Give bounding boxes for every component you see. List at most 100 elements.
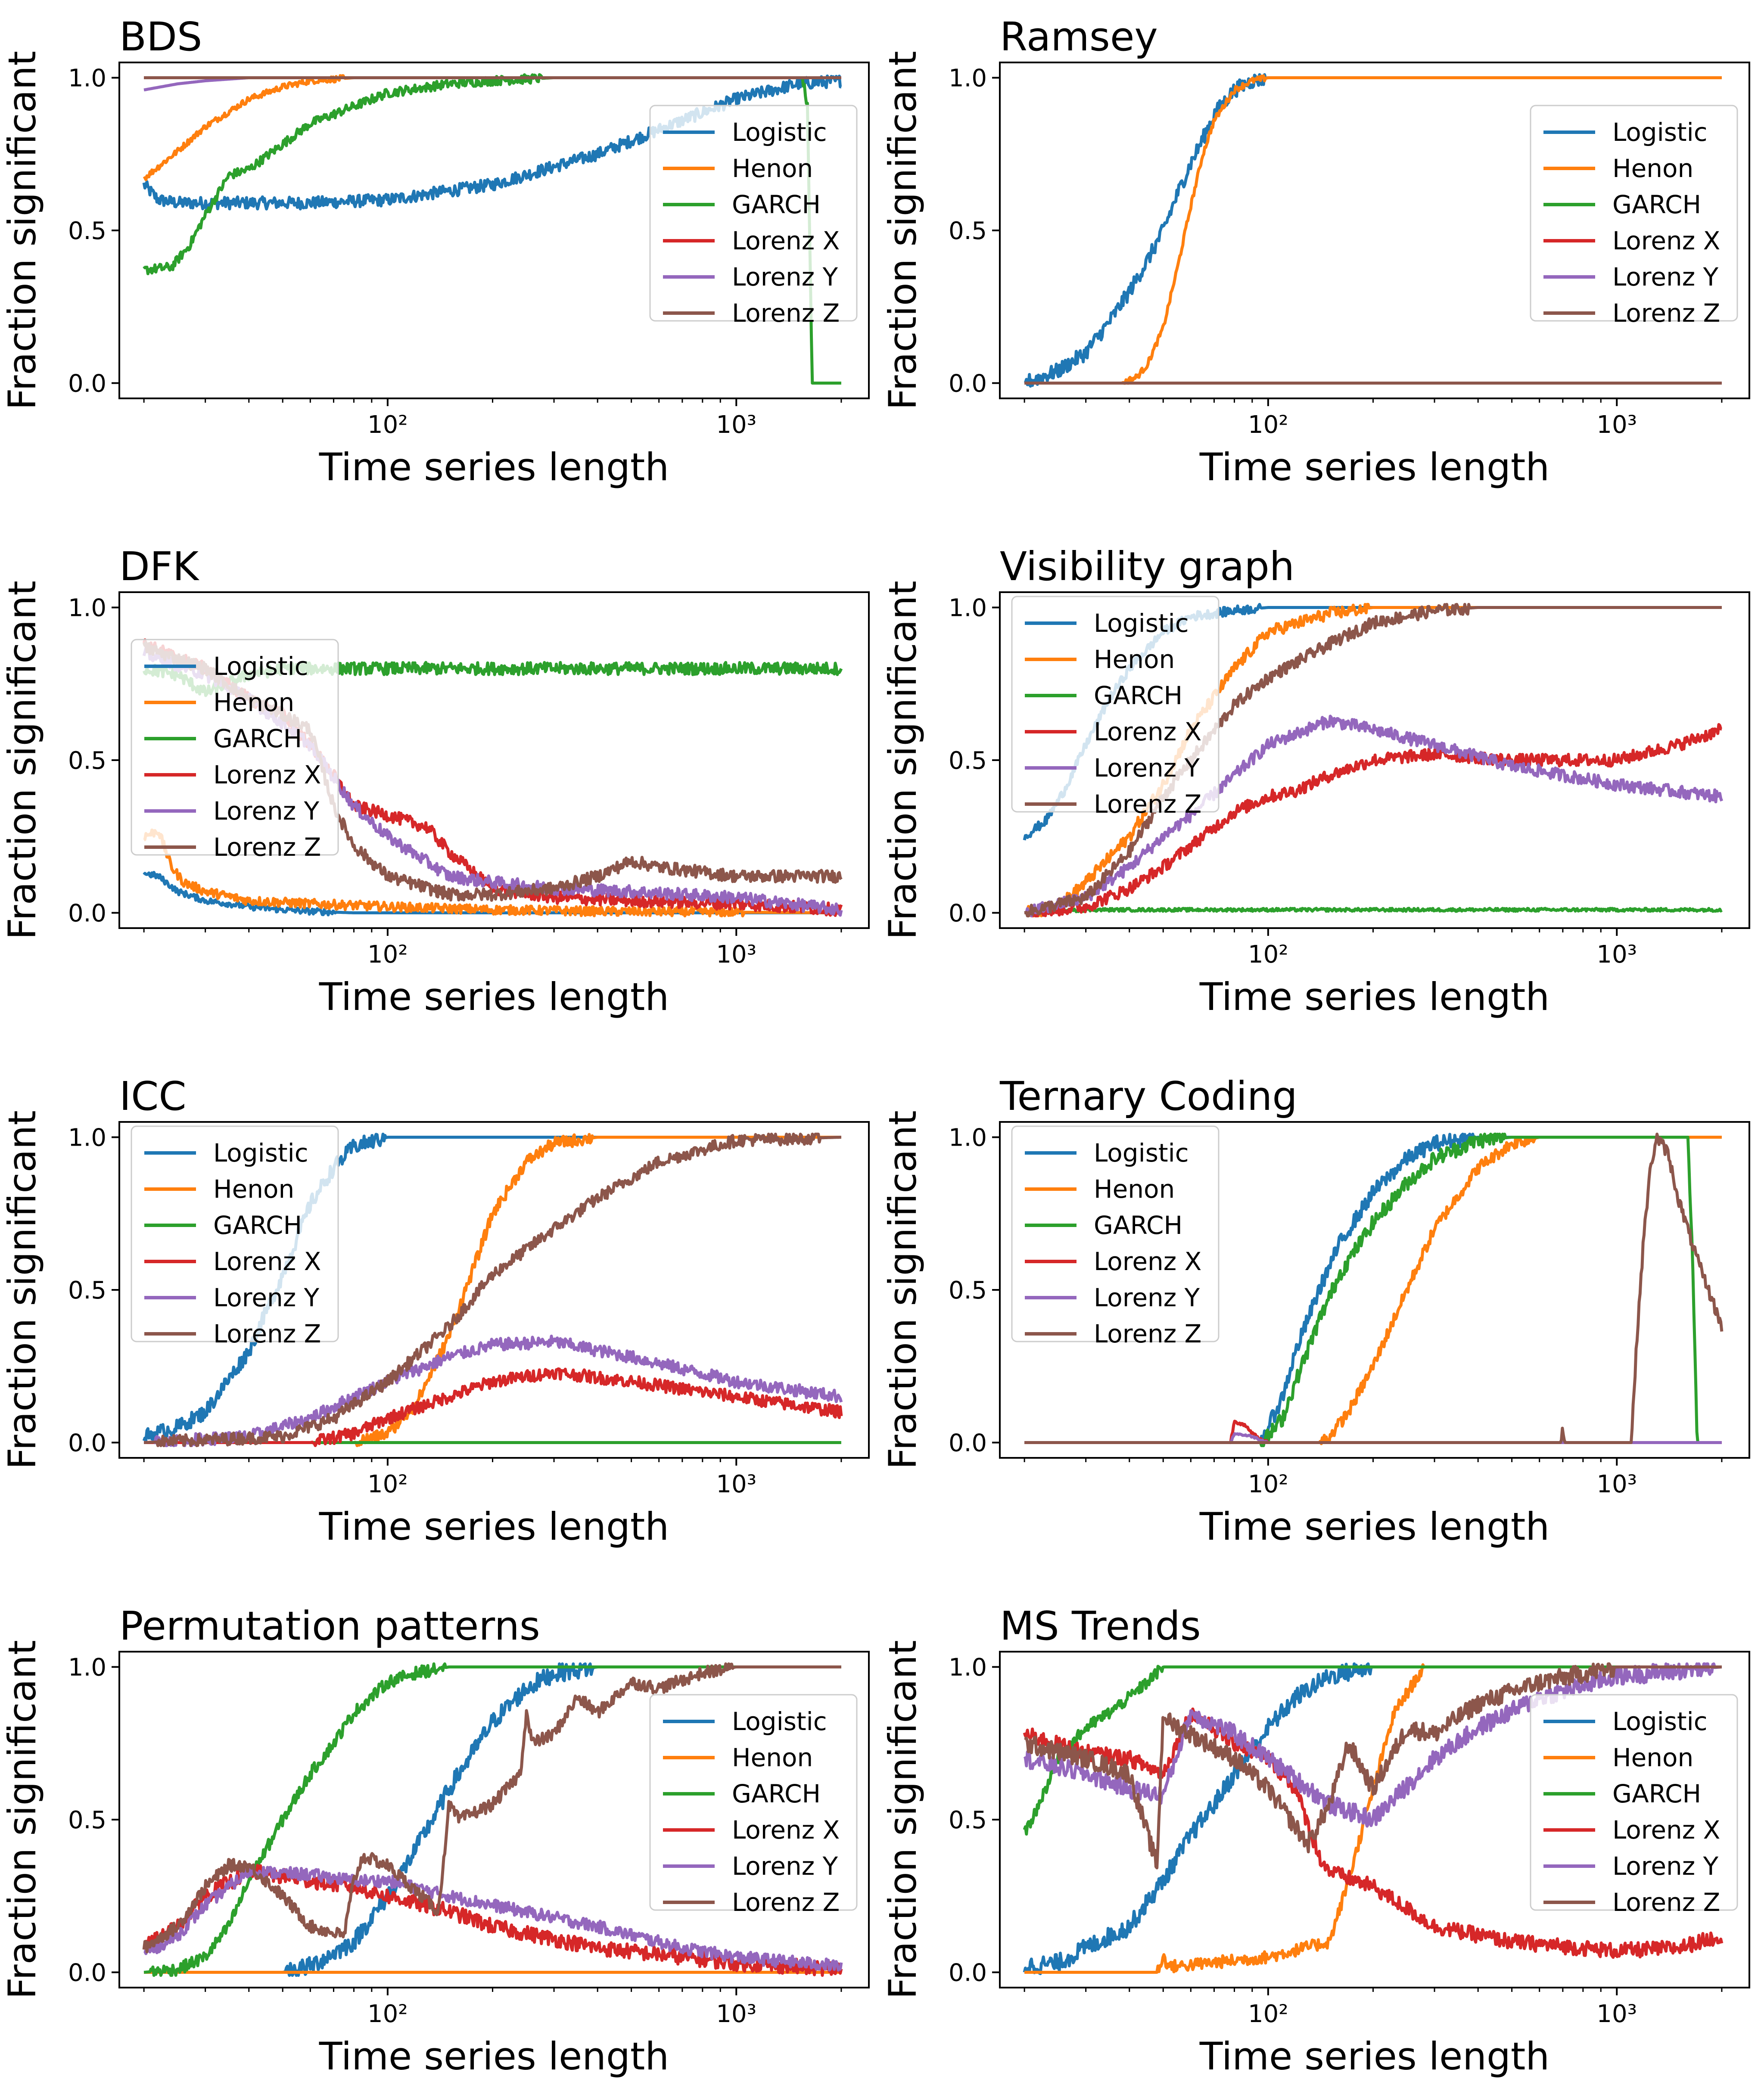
y-axis-label: Fraction significant [0, 1640, 44, 1999]
y-tick-label: 1.0 [68, 1653, 106, 1681]
legend-label-lorenz-x: Lorenz X [1094, 717, 1201, 746]
series-line-lorenz-z [1024, 603, 1723, 918]
x-tick-label: 10² [1248, 1470, 1288, 1498]
series-line-lorenz-z [1024, 1662, 1723, 1870]
series-line-lorenz-x [1024, 723, 1723, 918]
legend: Logistic Henon GARCH Lorenz X Lorenz Y Lorenz… [649, 105, 858, 328]
legend-box [131, 639, 339, 856]
x-axis-label: Time series length [1199, 1504, 1549, 1549]
panel-visibility-graph: Visibility graph 0.0 0.5 1.0 10² 10³ Time seri… [880, 544, 1750, 1019]
legend-label-lorenz-z: Lorenz Z [213, 833, 321, 862]
y-axis-label: Fraction significant [880, 51, 925, 410]
legend-label-lorenz-z: Lorenz Z [732, 1888, 840, 1917]
series-line-lorenz-z [143, 1132, 842, 1448]
legend-label-lorenz-x: Lorenz X [1094, 1247, 1201, 1276]
legend: Logistic Henon GARCH Lorenz X Lorenz Y Lorenz… [1011, 1125, 1220, 1348]
series-group [142, 1662, 843, 1977]
legend-label-lorenz-z: Lorenz Z [1094, 1319, 1201, 1348]
y-tick-label: 0.0 [68, 1959, 106, 1987]
legend-label-logistic: Logistic [732, 118, 827, 147]
legend: Logistic Henon GARCH Lorenz X Lorenz Y Lorenz… [1011, 596, 1220, 819]
legend: Logistic Henon GARCH Lorenz X Lorenz Y Lorenz… [131, 1125, 339, 1348]
y-tick-label: 0.0 [68, 900, 106, 928]
legend-box [1530, 105, 1738, 322]
legend-label-henon: Henon [213, 1174, 294, 1204]
panel-title: DFK [119, 544, 200, 590]
legend-label-lorenz-y: Lorenz Y [732, 262, 838, 292]
x-tick-label: 10² [367, 941, 408, 969]
x-tick-label: 10² [1248, 411, 1288, 439]
series-line-lorenz-y [143, 1334, 843, 1448]
series-line-lorenz-x [1023, 1707, 1724, 1959]
legend-label-lorenz-x: Lorenz X [1612, 226, 1720, 255]
legend-label-lorenz-x: Lorenz X [1612, 1815, 1720, 1845]
x-axis-label: Time series length [1199, 2034, 1549, 2078]
x-tick-label: 10² [367, 1470, 408, 1498]
legend-label-lorenz-y: Lorenz Y [1094, 1283, 1200, 1312]
legend-label-logistic: Logistic [213, 1138, 308, 1168]
legend-label-lorenz-z: Lorenz Z [1094, 789, 1201, 819]
panel-title: Ramsey [1000, 14, 1158, 60]
legend-label-garch: GARCH [213, 1211, 302, 1240]
panel-title: Permutation patterns [119, 1603, 540, 1649]
panel-bds: BDS 0.0 0.5 1.0 10² 10³ Time series length Frac… [0, 14, 870, 489]
x-tick-label: 10³ [716, 1470, 756, 1498]
y-tick-label: 1.0 [68, 594, 106, 622]
legend-label-henon: Henon [732, 1743, 813, 1772]
legend: Logistic Henon GARCH Lorenz X Lorenz Y Lorenz… [649, 1694, 858, 1917]
x-axis-label: Time series length [1199, 975, 1549, 1019]
legend-label-lorenz-z: Lorenz Z [213, 1319, 321, 1348]
y-tick-label: 0.5 [68, 1277, 106, 1305]
panel-title: BDS [119, 14, 202, 60]
legend-label-logistic: Logistic [213, 652, 308, 681]
legend-label-lorenz-x: Lorenz X [732, 1815, 840, 1845]
series-line-henon [143, 828, 842, 918]
x-axis-label: Time series length [319, 975, 669, 1019]
y-tick-label: 0.5 [68, 1806, 106, 1834]
series-line-lorenz-z [142, 1662, 842, 1954]
panel-ternary-coding: Ternary Coding 0.0 0.5 1.0 10² 10³ Time series… [880, 1073, 1750, 1549]
legend-label-lorenz-y: Lorenz Y [213, 1283, 320, 1312]
legend-label-garch: GARCH [1094, 681, 1182, 710]
y-tick-label: 0.5 [949, 1277, 987, 1305]
y-axis-label: Fraction significant [0, 1110, 44, 1469]
legend-label-logistic: Logistic [1094, 1138, 1189, 1168]
legend-label-garch: GARCH [732, 1779, 821, 1808]
legend-label-henon: Henon [1094, 1174, 1175, 1204]
legend-label-garch: GARCH [732, 190, 821, 219]
panel-dfk: DFK 0.0 0.5 1.0 10² 10³ Time series length Frac… [0, 544, 870, 1019]
y-tick-label: 0.0 [949, 370, 987, 398]
y-axis-label: Fraction significant [880, 1110, 925, 1469]
panel-title: Ternary Coding [999, 1073, 1297, 1119]
legend-label-garch: GARCH [213, 724, 302, 753]
legend-label-logistic: Logistic [1612, 118, 1708, 147]
series-line-henon [1024, 74, 1723, 385]
x-axis-label: Time series length [319, 2034, 669, 2078]
x-tick-label: 10³ [1596, 941, 1637, 969]
y-axis-label: Fraction significant [880, 1640, 925, 1999]
y-tick-label: 0.0 [949, 1959, 987, 1987]
legend-label-henon: Henon [213, 688, 294, 717]
series-line-lorenz-z [1024, 1132, 1724, 1444]
y-tick-label: 0.0 [949, 1429, 987, 1457]
y-tick-label: 0.5 [68, 217, 106, 245]
legend-label-lorenz-z: Lorenz Z [732, 298, 840, 328]
x-tick-label: 10³ [716, 411, 756, 439]
y-tick-label: 0.5 [949, 1806, 987, 1834]
legend-label-garch: GARCH [1612, 1779, 1701, 1808]
series-line-garch [1023, 1665, 1723, 1836]
legend: Logistic Henon GARCH Lorenz X Lorenz Y Lorenz… [131, 639, 339, 862]
legend-label-henon: Henon [1612, 1743, 1693, 1772]
panel-title: ICC [119, 1073, 187, 1119]
legend-box [649, 105, 858, 322]
series-group [1024, 73, 1723, 388]
y-tick-label: 1.0 [949, 594, 987, 622]
legend-label-lorenz-y: Lorenz Y [1612, 1851, 1719, 1881]
legend-label-henon: Henon [1094, 645, 1175, 674]
series-line-lorenz-x [1024, 1420, 1723, 1445]
legend-box [1011, 596, 1220, 813]
legend-label-lorenz-y: Lorenz Y [213, 796, 320, 826]
series-line-garch [1024, 907, 1723, 915]
x-tick-label: 10³ [1596, 1470, 1637, 1498]
legend-label-garch: GARCH [1612, 190, 1701, 219]
